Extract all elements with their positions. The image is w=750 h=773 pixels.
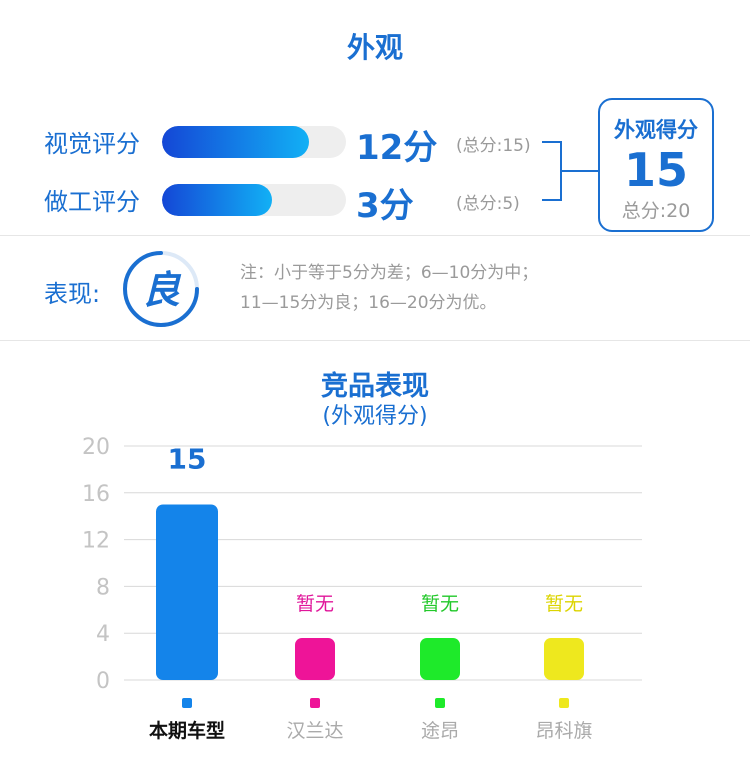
rating-ring-progress xyxy=(123,251,199,327)
bracket-top xyxy=(542,141,562,143)
visual-score-label: 视觉评分 xyxy=(44,130,140,158)
y-tick-label: 20 xyxy=(82,435,110,460)
chart-title: 竞品表现 xyxy=(321,371,429,402)
craft-score-value: 3分 xyxy=(356,186,414,226)
y-tick-label: 4 xyxy=(96,622,110,647)
legend-dot xyxy=(182,698,192,708)
x-tick-label: 汉兰达 xyxy=(286,720,343,742)
craft-score-total: (总分:5) xyxy=(456,194,520,214)
chart-subtitle: (外观得分) xyxy=(322,404,428,429)
data-label: 15 xyxy=(168,443,207,476)
x-tick-label: 本期车型 xyxy=(149,719,225,742)
appearance-score-box: 外观得分 15 总分:20 xyxy=(598,98,714,232)
rating-note-line1: 注：小于等于5分为差；6—10分为中； xyxy=(240,263,539,283)
rating-grade: 良 xyxy=(142,268,182,312)
y-tick-label: 8 xyxy=(96,575,110,600)
divider-top xyxy=(0,235,750,236)
bar xyxy=(295,638,335,680)
divider-bottom xyxy=(0,340,750,341)
visual-score-bar xyxy=(162,126,346,158)
section-title: 外观 xyxy=(346,31,403,64)
x-tick-label: 途昂 xyxy=(421,720,459,742)
y-tick-label: 16 xyxy=(82,482,110,507)
craft-score-label: 做工评分 xyxy=(44,188,140,216)
bracket-connector xyxy=(560,170,598,172)
data-label: 暂无 xyxy=(421,593,459,615)
bar xyxy=(156,504,218,680)
legend-dot xyxy=(559,698,569,708)
visual-score-bar-fill xyxy=(162,126,310,158)
appearance-score-title: 外观得分 xyxy=(614,118,698,142)
rating-label: 表现: xyxy=(44,280,101,308)
appearance-score-value: 15 xyxy=(623,143,688,197)
y-tick-label: 12 xyxy=(82,529,110,554)
data-label: 暂无 xyxy=(296,593,334,615)
bracket-bottom xyxy=(542,199,562,201)
craft-score-bar xyxy=(162,184,346,216)
bar xyxy=(420,638,460,680)
x-tick-label: 昂科旗 xyxy=(535,720,592,742)
appearance-score-total: 总分:20 xyxy=(621,200,691,222)
visual-score-total: (总分:15) xyxy=(456,136,531,156)
craft-score-bar-fill xyxy=(162,184,273,216)
rating-badge: 良 xyxy=(123,251,199,327)
visual-score-value: 12分 xyxy=(356,128,438,168)
rating-note-line2: 11—15分为良；16—20分为优。 xyxy=(240,293,497,313)
y-tick-label: 0 xyxy=(96,669,110,694)
bar xyxy=(544,638,584,680)
legend-dot xyxy=(435,698,445,708)
legend-dot xyxy=(310,698,320,708)
data-label: 暂无 xyxy=(545,593,583,615)
